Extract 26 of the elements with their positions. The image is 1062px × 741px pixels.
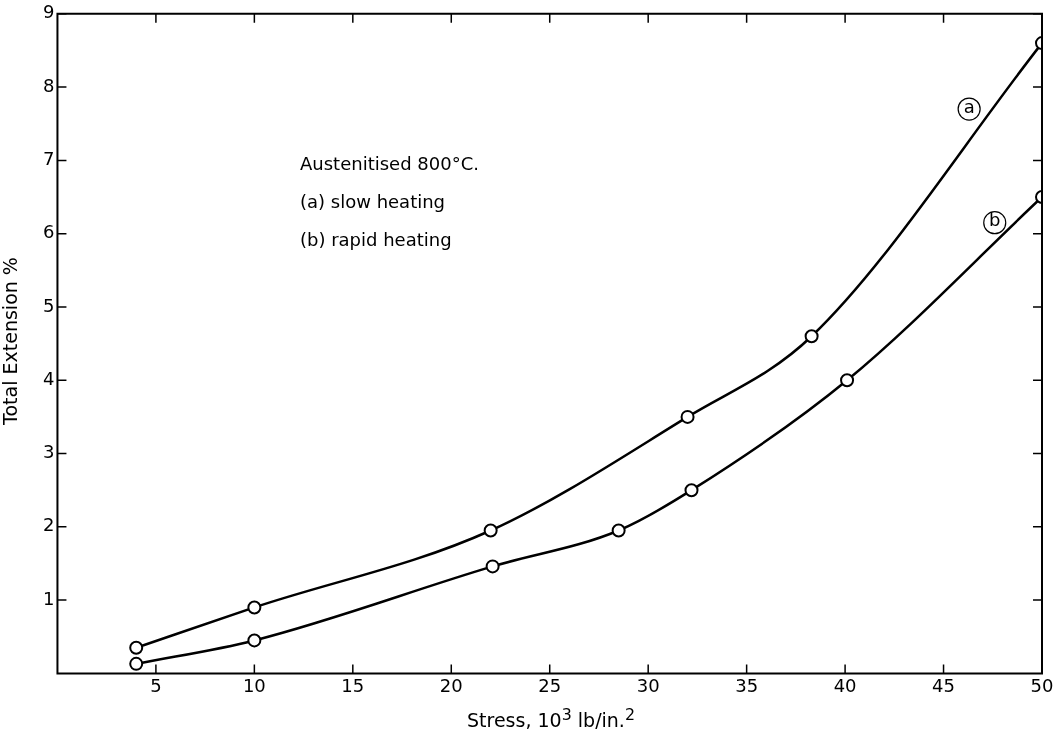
annotation: b — [989, 209, 1001, 231]
x-tick-label: 15 — [341, 674, 365, 696]
y-tick-label: 6 — [43, 221, 55, 243]
x-tick-label: 30 — [636, 674, 660, 696]
x-axis-title: Stress, 10$^{3}$ lb/in.$^{2}$ — [466, 705, 636, 732]
x-tick-label: 40 — [833, 674, 857, 696]
y-tick-label: 9 — [43, 1, 55, 23]
x-tick-label: 50 — [1030, 674, 1054, 696]
y-axis-title: Total Extension % — [0, 256, 21, 427]
x-tick-label: 10 — [242, 674, 266, 696]
annotation: a — [963, 95, 975, 117]
y-tick-label: 2 — [43, 514, 55, 536]
x-tick-label: 5 — [150, 674, 162, 696]
y-tick-label: 5 — [43, 294, 55, 316]
x-tick-label: 35 — [735, 674, 759, 696]
x-tick-label: 20 — [439, 674, 463, 696]
annotation: (b) rapid heating — [300, 228, 453, 252]
y-tick-label: 8 — [43, 74, 55, 96]
y-tick-label: 4 — [43, 367, 55, 389]
y-tick-label: 1 — [43, 587, 55, 609]
annotation: Austenitised 800°C. — [300, 152, 479, 176]
x-tick-label: 25 — [538, 674, 562, 696]
y-tick-label: 3 — [43, 441, 55, 463]
x-tick-label: 45 — [932, 674, 955, 696]
annotation: (a) slow heating — [300, 190, 447, 214]
y-tick-label: 7 — [43, 148, 55, 170]
